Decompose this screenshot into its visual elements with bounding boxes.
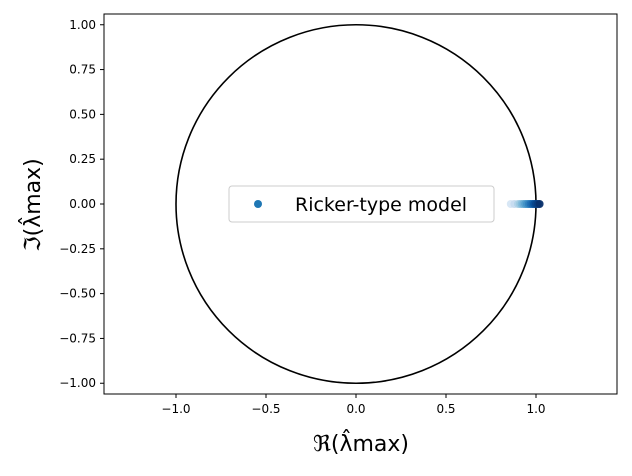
y-tick-label: 0.75: [69, 63, 96, 77]
x-tick-label: −1.0: [161, 402, 190, 416]
y-tick-label: −0.25: [59, 242, 96, 256]
x-tick-label: 0.0: [346, 402, 365, 416]
x-tick-label: −0.5: [251, 402, 280, 416]
y-tick-label: 0.25: [69, 152, 96, 166]
legend: Ricker-type model: [228, 185, 495, 223]
y-tick-label: 1.00: [69, 18, 96, 32]
legend-box: [228, 185, 495, 223]
y-tick-label: 0.00: [69, 197, 96, 211]
data-point: [535, 200, 544, 208]
y-tick-label: −0.50: [59, 287, 96, 301]
legend-label: Ricker-type model: [295, 194, 467, 216]
y-tick-label: −0.75: [59, 331, 96, 345]
legend-marker: [254, 200, 262, 208]
x-tick-label: 1.0: [526, 402, 545, 416]
y-tick-label: −1.00: [59, 376, 96, 390]
y-tick-label: 0.50: [69, 107, 96, 121]
y-axis: 1.00 0.75 0.50 0.25 0.00 −0.25 −0.50 −0.75 −1.00: [59, 18, 104, 390]
x-axis: −1.0 −0.5 0.0 0.5 1.0: [161, 394, 546, 416]
x-tick-label: 0.5: [436, 402, 455, 416]
x-axis-label: ℜ(λ̂max): [313, 430, 409, 457]
y-axis-label: ℑ(λ̂max): [19, 158, 46, 251]
